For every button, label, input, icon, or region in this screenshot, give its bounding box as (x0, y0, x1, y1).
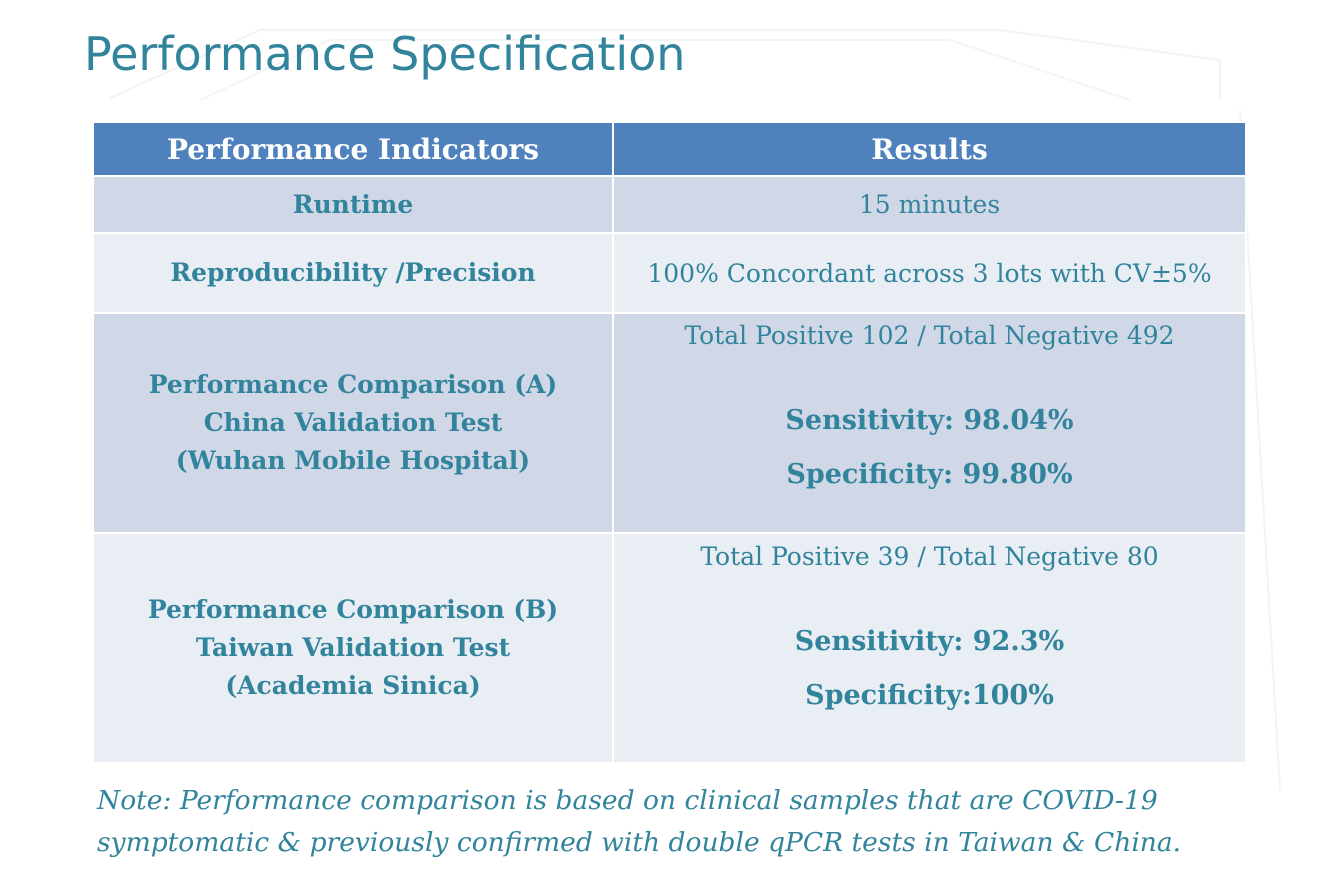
indicator-comparison-a-line-3: (Wuhan Mobile Hospital) (175, 446, 531, 475)
table-row-comparison-b: Performance Comparison (B) Taiwan Valida… (92, 532, 1247, 764)
comparison-a-totals: Total Positive 102 / Total Negative 492 (684, 321, 1175, 350)
indicator-reproducibility: Reproducibility /Precision (92, 232, 614, 314)
indicator-comparison-b: Performance Comparison (B) Taiwan Valida… (92, 532, 614, 764)
comparison-a-specificity: Specificity: 99.80% (786, 459, 1073, 490)
footnote-line-2: symptomatic & previously confirmed with … (97, 827, 1182, 858)
indicator-comparison-b-line-3: (Academia Sinica) (225, 671, 481, 700)
page-title: Performance Specification (84, 27, 686, 81)
comparison-b-specificity: Specificity:100% (805, 680, 1054, 711)
footnote-line-1: Note: Performance comparison is based on… (97, 785, 1158, 816)
performance-table: Performance Indicators Results Runtime 1… (92, 121, 1247, 764)
result-comparison-b: Total Positive 39 / Total Negative 80 Se… (612, 532, 1247, 764)
indicator-comparison-a-line-2: China Validation Test (203, 408, 503, 437)
table-row-runtime: Runtime 15 minutes (92, 175, 1247, 234)
indicator-comparison-b-line-1: Performance Comparison (B) (147, 595, 559, 624)
indicator-runtime: Runtime (92, 175, 614, 234)
header-performance-indicators: Performance Indicators (92, 121, 614, 177)
table-row-comparison-a: Performance Comparison (A) China Validat… (92, 312, 1247, 534)
indicator-comparison-a-line-1: Performance Comparison (A) (148, 370, 558, 399)
indicator-comparison-a: Performance Comparison (A) China Validat… (92, 312, 614, 534)
comparison-b-sensitivity: Sensitivity: 92.3% (794, 626, 1065, 657)
comparison-b-totals: Total Positive 39 / Total Negative 80 (700, 542, 1159, 571)
table-row-reproducibility: Reproducibility /Precision 100% Concorda… (92, 232, 1247, 314)
footnote: Note: Performance comparison is based on… (97, 780, 1297, 864)
result-runtime: 15 minutes (612, 175, 1247, 234)
result-reproducibility: 100% Concordant across 3 lots with CV±5% (612, 232, 1247, 314)
indicator-comparison-b-line-2: Taiwan Validation Test (195, 633, 511, 662)
comparison-a-sensitivity: Sensitivity: 98.04% (785, 405, 1074, 436)
header-results: Results (612, 121, 1247, 177)
table-header-row: Performance Indicators Results (92, 121, 1247, 177)
result-comparison-a: Total Positive 102 / Total Negative 492 … (612, 312, 1247, 534)
